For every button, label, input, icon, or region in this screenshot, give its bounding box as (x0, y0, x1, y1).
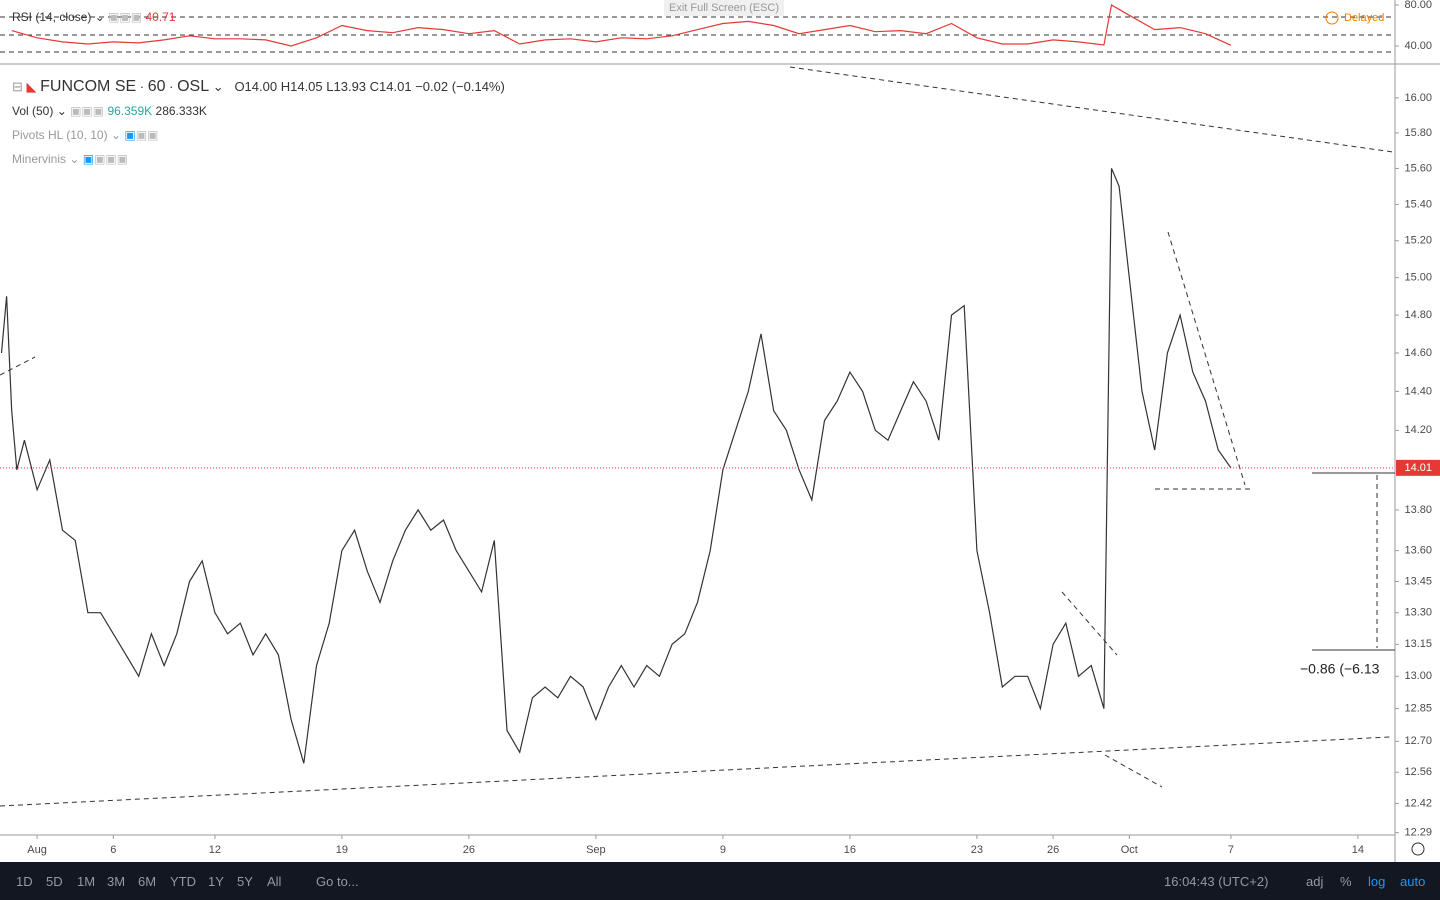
x-tick-label: Aug (27, 844, 47, 856)
interval[interactable]: 60 (147, 78, 166, 95)
y-tick-label: 14.40 (1404, 385, 1432, 397)
ohlc: C14.01 (369, 79, 412, 94)
rsi-label[interactable]: RSI (14, close) (12, 10, 92, 24)
volume-legend: Vol (50) ⌄ ▣▣▣ 96.359K 286.333K (12, 104, 207, 118)
x-tick-label: 12 (209, 844, 221, 856)
range-button[interactable]: 1Y (208, 874, 224, 889)
symbol-legend: ⊟ ◣ FUNCOM SE · 60 · OSL ⌄ O14.00 H14.05… (12, 78, 505, 95)
trendline (0, 356, 36, 376)
trendline (1167, 231, 1246, 486)
indicator-legend: Minervinis ⌄ ▣▣▣▣ (12, 152, 129, 166)
volume-value: 96.359K (107, 104, 153, 118)
y-tick-label: 15.20 (1404, 235, 1432, 247)
delayed-icon (1325, 11, 1339, 25)
range-button[interactable]: 3M (107, 874, 126, 889)
volume-value: 286.333K (155, 104, 207, 118)
trendline (789, 66, 1394, 153)
x-tick-label: Sep (586, 844, 606, 856)
trendline (1061, 591, 1118, 656)
y-tick-label: 12.85 (1404, 703, 1432, 715)
y-tick-label: 13.60 (1404, 545, 1432, 557)
y-tick-label: 13.80 (1404, 504, 1432, 516)
range-button[interactable]: 1D (16, 874, 33, 889)
y-tick-label: 80.00 (1404, 0, 1432, 11)
measure-label: −0.86 (−6.13 (1300, 661, 1380, 677)
settings-icon (1411, 842, 1425, 856)
range-button[interactable]: 6M (138, 874, 157, 889)
x-tick-label: Oct (1121, 844, 1138, 856)
x-tick-label: 26 (1047, 844, 1059, 856)
ohlc: L13.93 (326, 79, 367, 94)
x-tick-label: 26 (463, 844, 475, 856)
price-line (0, 168, 1232, 764)
trendline (0, 736, 1391, 807)
change: −0.02 (−0.14%) (415, 79, 505, 94)
goto-button[interactable]: Go to... (316, 874, 359, 889)
chart: −0.86 (−6.13 Exit Full Screen (ESC) Dela… (0, 0, 1440, 862)
y-tick-label: 12.29 (1404, 827, 1432, 839)
ohlc: O14.00 (234, 79, 278, 94)
indicator-label[interactable]: Pivots HL (10, 10) (12, 128, 108, 142)
ohlc: H14.05 (280, 79, 323, 94)
y-tick-label: 13.30 (1404, 607, 1432, 619)
option-button[interactable]: % (1340, 874, 1352, 889)
y-tick-label: 14.20 (1404, 424, 1432, 436)
trendlines (0, 66, 1394, 807)
bottom-bar: 1D 5D 1M 3M 6M YTD 1Y 5Y All Go to... 16… (0, 862, 1440, 900)
y-tick-label: 40.00 (1404, 40, 1432, 52)
y-tick-label: 14.60 (1404, 347, 1432, 359)
last-price-tag (1396, 459, 1440, 476)
last-price-label: 14.01 (1404, 462, 1432, 474)
rsi-legend: RSI (14, close) ⌄ ▣▣▣ 40.71 (12, 10, 176, 24)
range-button[interactable]: All (267, 874, 282, 889)
delayed-status: Delayed (1344, 12, 1384, 24)
y-tick-label: 14.80 (1404, 309, 1432, 321)
y-tick-label: 13.00 (1404, 670, 1432, 682)
x-tick-label: 16 (844, 844, 856, 856)
y-tick-label: 12.70 (1404, 735, 1432, 747)
symbol[interactable]: FUNCOM SE (40, 78, 137, 95)
y-tick-label: 15.40 (1404, 198, 1432, 210)
y-tick-label: 12.56 (1404, 766, 1432, 778)
option-button[interactable]: auto (1400, 874, 1426, 889)
x-tick-label: 14 (1352, 844, 1364, 856)
volume-label[interactable]: Vol (50) (12, 104, 54, 118)
exit-fullscreen-bg (664, 0, 784, 16)
option-button[interactable]: log (1368, 874, 1386, 889)
x-tick-label: 6 (110, 844, 116, 856)
y-tick-label: 12.42 (1404, 797, 1432, 809)
clock: 16:04:43 (UTC+2) (1164, 874, 1269, 889)
trendline (1104, 754, 1163, 788)
rsi-value: 40.71 (145, 10, 176, 24)
x-tick-label: 7 (1228, 844, 1234, 856)
option-button[interactable]: adj (1306, 874, 1324, 889)
y-tick-label: 15.80 (1404, 127, 1432, 139)
range-button[interactable]: 5Y (237, 874, 253, 889)
y-tick-label: 16.00 (1404, 92, 1432, 104)
y-tick-label: 13.45 (1404, 575, 1432, 587)
y-tick-label: 15.00 (1404, 272, 1432, 284)
indicator-label[interactable]: Minervinis (12, 152, 67, 166)
rsi-bands (0, 16, 1395, 53)
price-line (11, 4, 1232, 47)
x-tick-label: 19 (336, 844, 348, 856)
range-button[interactable]: 1M (77, 874, 96, 889)
range-button[interactable]: YTD (170, 874, 196, 889)
indicator-legend: Pivots HL (10, 10) ⌄ ▣▣▣ (12, 128, 159, 142)
exchange: OSL (177, 78, 210, 95)
range-button[interactable]: 5D (46, 874, 63, 889)
x-tick-label: 23 (971, 844, 983, 856)
exit-fullscreen[interactable]: Exit Full Screen (ESC) (669, 2, 779, 14)
y-tick-label: 15.60 (1404, 162, 1432, 174)
y-tick-label: 13.15 (1404, 638, 1432, 650)
x-tick-label: 9 (720, 844, 726, 856)
